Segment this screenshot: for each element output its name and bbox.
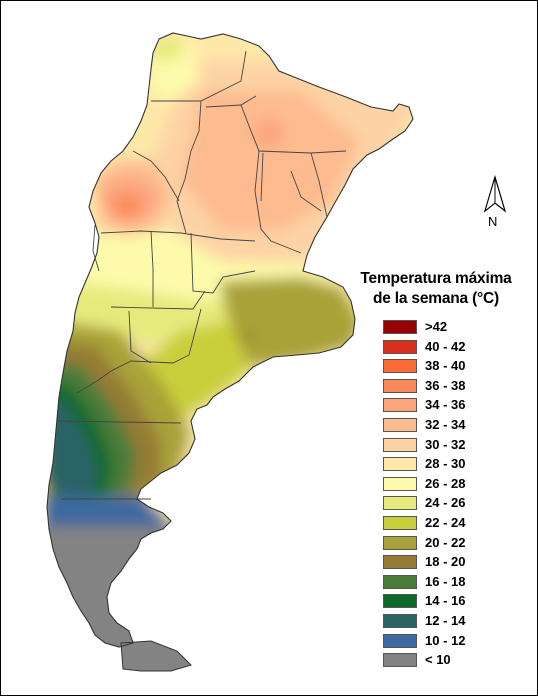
legend-swatch [383, 594, 417, 609]
legend-label: 38 - 40 [425, 358, 466, 374]
legend-swatch [383, 437, 417, 452]
legend-label: 30 - 32 [425, 436, 466, 452]
legend-swatch [383, 359, 417, 374]
legend-label: 16 - 18 [425, 573, 466, 589]
legend-swatch [383, 476, 417, 491]
legend-item: 16 - 18 [341, 573, 531, 593]
legend-swatch [383, 320, 417, 334]
north-label: N [488, 214, 498, 229]
legend-item: 34 - 36 [341, 396, 531, 416]
legend-swatch [383, 417, 417, 432]
legend-item: 10 - 12 [341, 632, 531, 652]
legend-swatch [383, 496, 417, 511]
legend-swatch [383, 398, 417, 413]
legend-title: Temperatura máxima de la semana (°C) [341, 269, 531, 309]
legend: Temperatura máxima de la semana (°C) >42… [341, 269, 531, 671]
legend-item: 38 - 40 [341, 357, 531, 377]
legend-swatch [383, 339, 417, 354]
legend-item: < 10 [341, 651, 531, 671]
legend-swatch [383, 633, 417, 648]
legend-label: 24 - 26 [425, 495, 466, 511]
north-arrow-icon [483, 174, 507, 213]
legend-item: 36 - 38 [341, 377, 531, 397]
legend-label: 36 - 38 [425, 377, 466, 393]
legend-label: < 10 [425, 652, 451, 668]
legend-label: 20 - 22 [425, 534, 466, 550]
legend-swatch [383, 574, 417, 589]
legend-swatch [383, 457, 417, 472]
legend-swatch [383, 613, 417, 628]
legend-swatch [383, 515, 417, 530]
legend-item: 22 - 24 [341, 514, 531, 534]
legend-item: 26 - 28 [341, 475, 531, 495]
province-boundaries [56, 50, 347, 500]
legend-item: 40 - 42 [341, 338, 531, 358]
legend-item: 18 - 20 [341, 553, 531, 573]
legend-label: 32 - 34 [425, 416, 466, 432]
legend-swatch [383, 378, 417, 393]
tierra-del-fuego-island [120, 640, 192, 672]
legend-label: 14 - 16 [425, 593, 466, 609]
legend-label: 26 - 28 [425, 475, 466, 491]
legend-item: 14 - 16 [341, 592, 531, 612]
legend-item: 32 - 34 [341, 416, 531, 436]
legend-item: 12 - 14 [341, 612, 531, 632]
legend-items: >42 40 - 42 38 - 40 36 - 38 34 - 36 32 - 34 30… [341, 318, 531, 671]
legend-swatch [383, 555, 417, 570]
legend-item: 30 - 32 [341, 436, 531, 456]
legend-swatch [383, 535, 417, 550]
legend-title-line1: Temperatura máxima [360, 270, 512, 287]
legend-label: 18 - 20 [425, 554, 466, 570]
legend-label: 34 - 36 [425, 397, 466, 413]
legend-label: 28 - 30 [425, 456, 466, 472]
legend-item: 28 - 30 [341, 455, 531, 475]
legend-title-line2: de la semana (°C) [373, 290, 499, 307]
legend-item: >42 [341, 318, 531, 338]
legend-label: 12 - 14 [425, 612, 466, 628]
legend-label: >42 [425, 319, 448, 334]
legend-label: 22 - 24 [425, 514, 466, 530]
legend-item: 24 - 26 [341, 494, 531, 514]
legend-swatch [383, 653, 417, 668]
legend-label: 40 - 42 [425, 338, 466, 354]
legend-item: 20 - 22 [341, 534, 531, 554]
legend-label: 10 - 12 [425, 632, 466, 648]
